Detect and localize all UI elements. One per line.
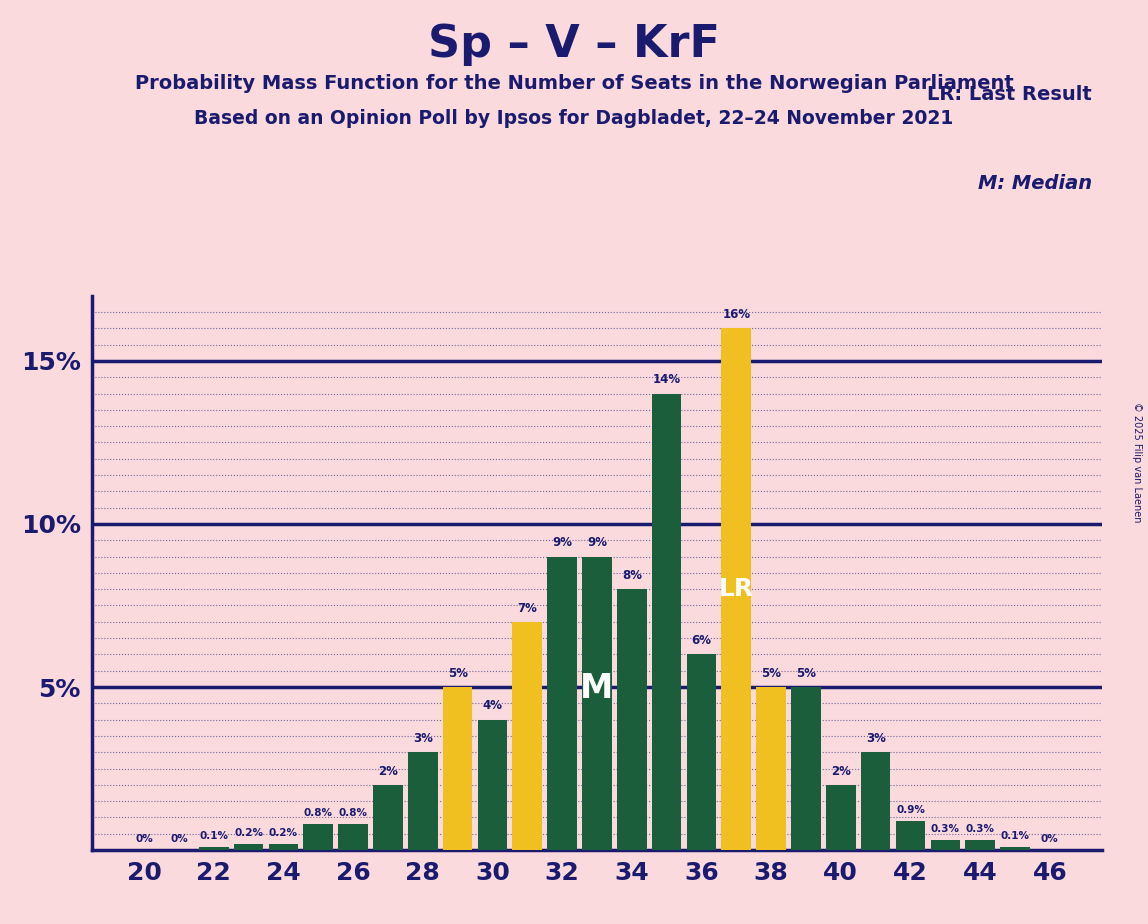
Text: 0.3%: 0.3% <box>931 824 960 834</box>
Text: 3%: 3% <box>866 732 885 745</box>
Bar <box>234 844 263 850</box>
Text: 3%: 3% <box>413 732 433 745</box>
Bar <box>269 844 298 850</box>
Text: 0%: 0% <box>135 834 153 845</box>
Text: LR: Last Result: LR: Last Result <box>928 85 1092 104</box>
Bar <box>339 824 367 850</box>
Text: 9%: 9% <box>552 537 572 550</box>
Text: 0.8%: 0.8% <box>339 808 367 818</box>
Text: 5%: 5% <box>761 667 781 680</box>
Text: 4%: 4% <box>482 699 503 712</box>
Bar <box>373 784 403 850</box>
Bar <box>791 687 821 850</box>
Text: 7%: 7% <box>518 602 537 614</box>
Bar <box>687 654 716 850</box>
Text: 0.2%: 0.2% <box>234 828 263 838</box>
Text: 9%: 9% <box>587 537 607 550</box>
Bar <box>548 556 577 850</box>
Text: Based on an Opinion Poll by Ipsos for Dagbladet, 22–24 November 2021: Based on an Opinion Poll by Ipsos for Da… <box>194 109 954 128</box>
Text: M: M <box>581 672 613 705</box>
Text: 2%: 2% <box>378 765 398 778</box>
Bar <box>652 394 682 850</box>
Text: 0.1%: 0.1% <box>1001 831 1030 841</box>
Text: © 2025 Filip van Laenen: © 2025 Filip van Laenen <box>1132 402 1142 522</box>
Bar <box>895 821 925 850</box>
Bar <box>582 556 612 850</box>
Text: 0%: 0% <box>1041 834 1058 845</box>
Bar <box>443 687 473 850</box>
Text: Sp – V – KrF: Sp – V – KrF <box>428 23 720 67</box>
Text: 0.8%: 0.8% <box>304 808 333 818</box>
Text: 8%: 8% <box>622 569 642 582</box>
Text: 0.1%: 0.1% <box>200 831 228 841</box>
Bar <box>512 622 542 850</box>
Text: 5%: 5% <box>796 667 816 680</box>
Text: 2%: 2% <box>831 765 851 778</box>
Bar <box>478 720 507 850</box>
Bar <box>827 784 855 850</box>
Bar <box>199 846 228 850</box>
Bar <box>1000 846 1030 850</box>
Text: 0.2%: 0.2% <box>269 828 298 838</box>
Text: Probability Mass Function for the Number of Seats in the Norwegian Parliament: Probability Mass Function for the Number… <box>134 74 1014 93</box>
Bar <box>616 590 646 850</box>
Text: M: Median: M: Median <box>978 174 1092 193</box>
Text: 0.9%: 0.9% <box>897 805 925 815</box>
Text: 0%: 0% <box>170 834 188 845</box>
Bar <box>931 840 960 850</box>
Bar <box>721 328 751 850</box>
Bar <box>861 752 891 850</box>
Bar <box>303 824 333 850</box>
Bar <box>757 687 786 850</box>
Text: 16%: 16% <box>722 308 751 322</box>
Text: 5%: 5% <box>448 667 467 680</box>
Text: LR: LR <box>719 578 754 602</box>
Bar <box>408 752 437 850</box>
Text: 14%: 14% <box>652 373 681 386</box>
Text: 6%: 6% <box>691 634 712 647</box>
Text: 0.3%: 0.3% <box>965 824 994 834</box>
Bar <box>965 840 995 850</box>
